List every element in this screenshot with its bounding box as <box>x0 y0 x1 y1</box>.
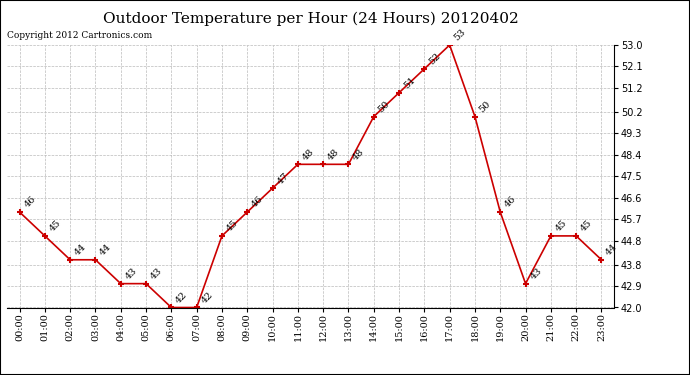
Text: 45: 45 <box>48 219 63 234</box>
Text: 48: 48 <box>326 147 341 162</box>
Text: 48: 48 <box>351 147 366 162</box>
Text: 46: 46 <box>22 195 37 210</box>
Text: 42: 42 <box>174 290 189 305</box>
Text: Outdoor Temperature per Hour (24 Hours) 20120402: Outdoor Temperature per Hour (24 Hours) … <box>103 11 518 26</box>
Text: 46: 46 <box>503 195 518 210</box>
Text: 47: 47 <box>275 171 290 186</box>
Text: 50: 50 <box>477 99 493 114</box>
Text: 44: 44 <box>98 242 113 258</box>
Text: 44: 44 <box>73 242 88 258</box>
Text: 50: 50 <box>377 99 391 114</box>
Text: 43: 43 <box>149 266 164 282</box>
Text: 51: 51 <box>402 75 417 90</box>
Text: 45: 45 <box>553 219 569 234</box>
Text: 53: 53 <box>453 28 468 43</box>
Text: 42: 42 <box>199 290 215 305</box>
Text: 43: 43 <box>529 266 544 282</box>
Text: 52: 52 <box>427 52 442 67</box>
Text: 43: 43 <box>124 266 139 282</box>
Text: 44: 44 <box>604 242 620 258</box>
Text: 48: 48 <box>301 147 316 162</box>
Text: 46: 46 <box>250 195 265 210</box>
Text: Copyright 2012 Cartronics.com: Copyright 2012 Cartronics.com <box>7 31 152 40</box>
Text: 45: 45 <box>225 219 240 234</box>
Text: 45: 45 <box>579 219 594 234</box>
